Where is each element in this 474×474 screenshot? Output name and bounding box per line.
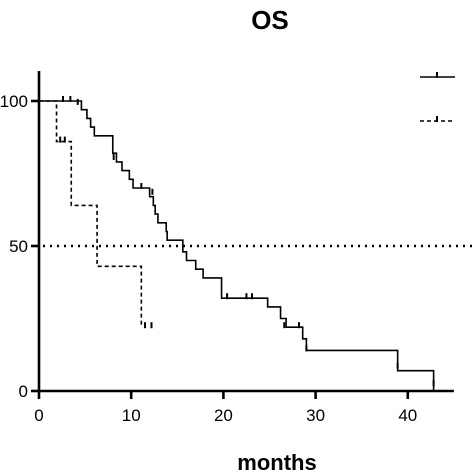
y-tick-label: 50 [9,237,28,256]
x-tick-label: 40 [398,406,417,425]
survival-curve-2 [39,100,143,328]
survival-curve-1 [39,100,435,391]
x-axis-label: months [237,450,316,474]
y-tick-label: 100 [0,92,28,111]
chart-title: OS [251,5,289,35]
x-tick-label: 0 [34,406,43,425]
x-tick-label: 30 [306,406,325,425]
legend [420,72,455,122]
x-tick-label: 10 [122,406,141,425]
y-tick-label: 0 [19,382,28,401]
plot-area: 0 10 20 30 40 0 50 100 [0,71,474,425]
x-tick-label: 20 [214,406,233,425]
